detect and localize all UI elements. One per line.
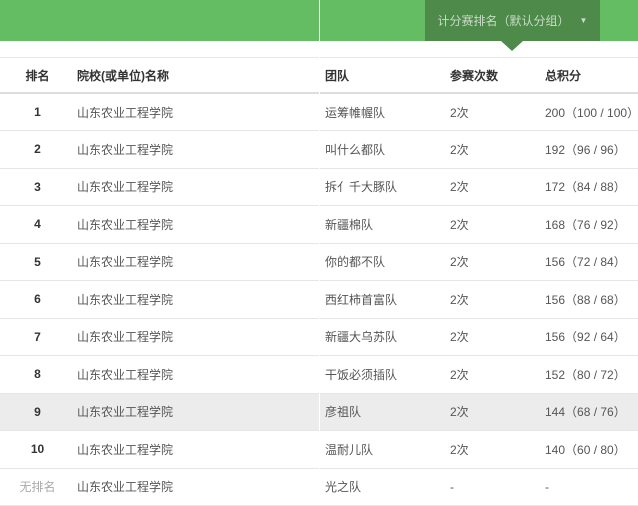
column-divider bbox=[319, 0, 320, 503]
table-row[interactable]: 无排名 山东农业工程学院 光之队 - - bbox=[0, 468, 638, 506]
count-cell: 2次 bbox=[450, 243, 545, 281]
count-cell: 2次 bbox=[450, 318, 545, 356]
table-row[interactable]: 6 山东农业工程学院 西红柿首富队 2次 156（88 / 68） bbox=[0, 280, 638, 319]
rank-cell: 1 bbox=[0, 93, 75, 131]
ranking-group-dropdown[interactable]: 计分赛排名（默认分组） ▼ bbox=[425, 0, 600, 41]
score-cell: 156（88 / 68） bbox=[545, 280, 638, 319]
table-row[interactable]: 8 山东农业工程学院 干饭必须插队 2次 152（80 / 72） bbox=[0, 355, 638, 394]
table-row[interactable]: 5 山东农业工程学院 你的都不队 2次 156（72 / 84） bbox=[0, 243, 638, 281]
count-cell: 2次 bbox=[450, 393, 545, 431]
score-cell: 140（60 / 80） bbox=[545, 430, 638, 469]
rank-cell: 10 bbox=[0, 430, 75, 469]
team-cell: 叫什么都队 bbox=[320, 130, 450, 169]
table-header: 排名 院校(或单位)名称 团队 参赛次数 总积分 bbox=[0, 58, 638, 94]
col-rank: 排名 bbox=[0, 58, 75, 94]
school-cell: 山东农业工程学院 bbox=[75, 355, 320, 394]
rank-cell: 无排名 bbox=[0, 468, 75, 506]
team-cell: 温耐儿队 bbox=[320, 430, 450, 469]
school-cell: 山东农业工程学院 bbox=[75, 468, 320, 506]
team-cell: 西红柿首富队 bbox=[320, 280, 450, 319]
rank-cell: 3 bbox=[0, 168, 75, 206]
tab-pointer bbox=[501, 41, 523, 51]
table-row[interactable]: 2 山东农业工程学院 叫什么都队 2次 192（96 / 96） bbox=[0, 130, 638, 169]
table-row[interactable]: 10 山东农业工程学院 温耐儿队 2次 140（60 / 80） bbox=[0, 430, 638, 469]
col-team: 团队 bbox=[320, 58, 450, 94]
rank-cell: 4 bbox=[0, 205, 75, 244]
rank-cell: 6 bbox=[0, 280, 75, 319]
school-cell: 山东农业工程学院 bbox=[75, 430, 320, 469]
table-row[interactable]: 3 山东农业工程学院 拆亻千大豚队 2次 172（84 / 88） bbox=[0, 168, 638, 206]
team-cell: 新疆棉队 bbox=[320, 205, 450, 244]
count-cell: 2次 bbox=[450, 93, 545, 131]
score-cell: 152（80 / 72） bbox=[545, 355, 638, 394]
rank-cell: 5 bbox=[0, 243, 75, 281]
score-cell: 156（92 / 64） bbox=[545, 318, 638, 356]
team-cell: 运筹帷幄队 bbox=[320, 93, 450, 131]
score-cell: 200（100 / 100） bbox=[545, 93, 638, 131]
count-cell: - bbox=[450, 468, 545, 506]
count-cell: 2次 bbox=[450, 355, 545, 394]
table-row[interactable]: 1 山东农业工程学院 运筹帷幄队 2次 200（100 / 100） bbox=[0, 93, 638, 131]
score-cell: - bbox=[545, 468, 638, 506]
rank-cell: 2 bbox=[0, 130, 75, 169]
score-cell: 144（68 / 76） bbox=[545, 393, 638, 431]
team-cell: 你的都不队 bbox=[320, 243, 450, 281]
team-cell: 新疆大乌苏队 bbox=[320, 318, 450, 356]
team-cell: 彦祖队 bbox=[320, 393, 450, 431]
table-row[interactable]: 7 山东农业工程学院 新疆大乌苏队 2次 156（92 / 64） bbox=[0, 318, 638, 356]
rank-cell: 7 bbox=[0, 318, 75, 356]
school-cell: 山东农业工程学院 bbox=[75, 318, 320, 356]
table-row[interactable]: 4 山东农业工程学院 新疆棉队 2次 168（76 / 92） bbox=[0, 205, 638, 244]
score-cell: 172（84 / 88） bbox=[545, 168, 638, 206]
team-cell: 光之队 bbox=[320, 468, 450, 506]
table-row[interactable]: 9 山东农业工程学院 彦祖队 2次 144（68 / 76） bbox=[0, 393, 638, 431]
rank-cell: 8 bbox=[0, 355, 75, 394]
school-cell: 山东农业工程学院 bbox=[75, 205, 320, 244]
count-cell: 2次 bbox=[450, 168, 545, 206]
school-cell: 山东农业工程学院 bbox=[75, 243, 320, 281]
school-cell: 山东农业工程学院 bbox=[75, 280, 320, 319]
count-cell: 2次 bbox=[450, 205, 545, 244]
ranking-tab-label: 计分赛排名（默认分组） bbox=[437, 14, 570, 28]
count-cell: 2次 bbox=[450, 430, 545, 469]
count-cell: 2次 bbox=[450, 130, 545, 169]
count-cell: 2次 bbox=[450, 280, 545, 319]
col-count: 参赛次数 bbox=[450, 58, 545, 94]
school-cell: 山东农业工程学院 bbox=[75, 393, 320, 431]
score-cell: 168（76 / 92） bbox=[545, 205, 638, 244]
school-cell: 山东农业工程学院 bbox=[75, 168, 320, 206]
school-cell: 山东农业工程学院 bbox=[75, 93, 320, 131]
score-cell: 192（96 / 96） bbox=[545, 130, 638, 169]
school-cell: 山东农业工程学院 bbox=[75, 130, 320, 169]
score-cell: 156（72 / 84） bbox=[545, 243, 638, 281]
col-school: 院校(或单位)名称 bbox=[75, 58, 320, 94]
ranking-table: 排名 院校(或单位)名称 团队 参赛次数 总积分 1 山东农业工程学院 运筹帷幄队 2… bbox=[0, 58, 638, 506]
col-score: 总积分 bbox=[545, 58, 638, 94]
caret-down-icon: ▼ bbox=[579, 16, 588, 25]
rank-cell: 9 bbox=[0, 393, 75, 431]
team-cell: 拆亻千大豚队 bbox=[320, 168, 450, 206]
team-cell: 干饭必须插队 bbox=[320, 355, 450, 394]
